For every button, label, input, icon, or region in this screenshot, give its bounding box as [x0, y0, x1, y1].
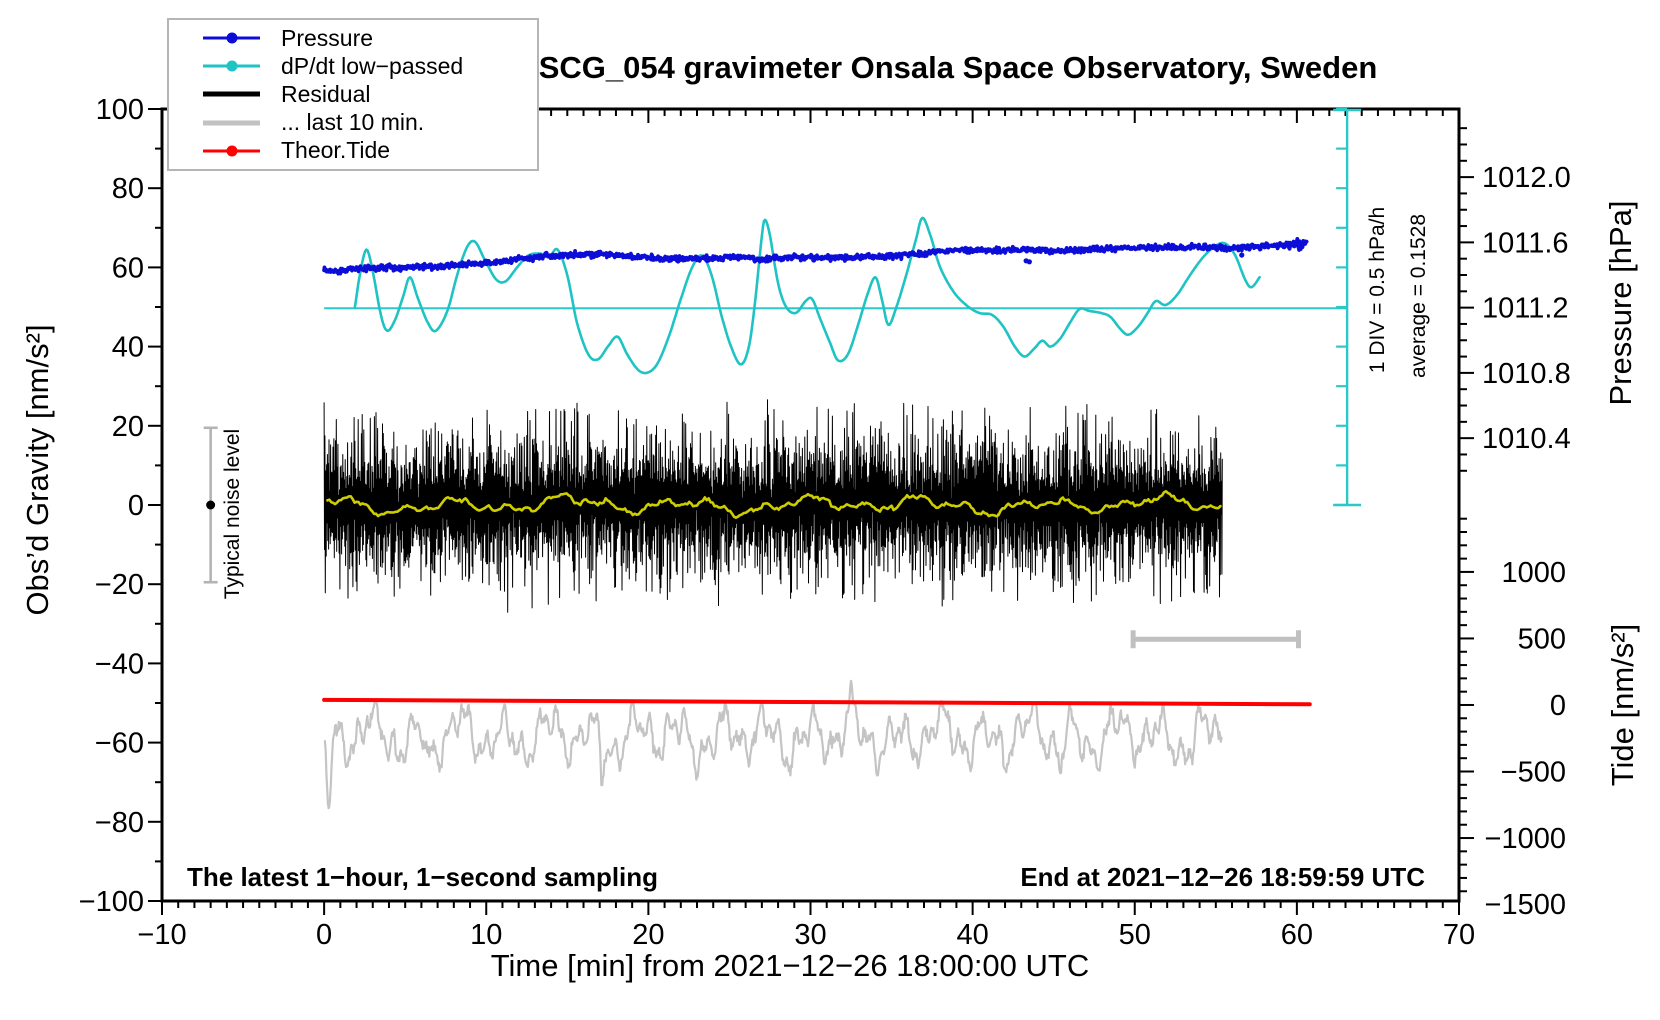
- pressure-line-dot-icon: [203, 31, 260, 45]
- pressure-tick-label: 1011.2: [1482, 293, 1569, 325]
- legend-item-residual: Residual: [169, 80, 537, 108]
- gravity-tick-label: −20: [95, 569, 144, 601]
- legend-item-last10: ... last 10 min.: [169, 109, 537, 137]
- gravity-tick-label: 80: [112, 173, 144, 205]
- x-tick-label: 30: [794, 919, 826, 951]
- legend-item-dpdt: dP/dt low−passed: [169, 52, 537, 80]
- tide-tick-label: 1000: [1501, 557, 1566, 589]
- gravity-tick-label: −40: [95, 648, 144, 680]
- plot-frame: [160, 107, 1461, 903]
- pressure-tick-label: 1011.6: [1482, 227, 1569, 259]
- tide-tick-label: −1500: [1485, 889, 1566, 921]
- pressure-outlier-dot: [1026, 259, 1032, 265]
- tide-tick-label: 0: [1550, 690, 1566, 722]
- residual-line-icon: [203, 87, 260, 101]
- pressure-outlier-dot: [1239, 252, 1245, 258]
- x-axis-title: Time [min] from 2021−12−26 18:00:00 UTC: [490, 948, 1090, 983]
- residual-series: [323, 399, 1223, 613]
- legend-label: ... last 10 min.: [281, 109, 425, 136]
- legend-label: Theor.Tide: [281, 137, 391, 164]
- tide-line-dot-icon: [203, 144, 260, 158]
- x-tick-label: 20: [632, 919, 664, 951]
- annotation-noise-level: Typical noise level: [221, 428, 244, 600]
- gravity-tick-label: −100: [79, 886, 144, 918]
- annotation-average: average = 0.1528: [1407, 213, 1430, 379]
- gravity-tick-label: 60: [112, 252, 144, 284]
- gravity-tick-label: −80: [95, 807, 144, 839]
- y-axis-title-pressure: Pressure [hPa]: [1603, 200, 1638, 406]
- pressure-series: [322, 237, 1309, 276]
- dpdt-series: [353, 216, 1261, 375]
- legend-label: dP/dt low−passed: [281, 52, 464, 79]
- gravity-tick-label: −60: [95, 728, 144, 760]
- residual-smoothed-series: [326, 490, 1222, 519]
- tide-tick-label: −1000: [1485, 823, 1566, 855]
- annotation-end-time: End at 2021−12−26 18:59:59 UTC: [1020, 862, 1425, 892]
- x-tick-label: 40: [956, 919, 988, 951]
- gravity-tick-label: 100: [96, 94, 144, 126]
- legend: Pressure dP/dt low−passed Residual ... l…: [167, 18, 539, 171]
- pressure-tick-label: 1012.0: [1482, 162, 1571, 194]
- gravity-tick-label: 0: [128, 490, 144, 522]
- legend-label: Residual: [281, 80, 371, 107]
- legend-item-tide: Theor.Tide: [169, 137, 537, 165]
- pressure-tick-label: 1010.4: [1482, 423, 1571, 455]
- x-tick-label: 50: [1119, 919, 1151, 951]
- last10-series: [323, 679, 1223, 810]
- y-axis-title-tide: Tide [nm/s²]: [1605, 623, 1640, 787]
- pressure-tick-label: 1010.8: [1482, 358, 1571, 390]
- x-tick-label: 60: [1281, 919, 1313, 951]
- pressure-outlier-dot: [811, 257, 817, 263]
- x-tick-label: 10: [470, 919, 502, 951]
- chart-title: SCG_054 gravimeter Onsala Space Observat…: [538, 50, 1378, 85]
- dpdt-line-dot-icon: [203, 59, 260, 73]
- gravity-tick-label: 20: [112, 411, 144, 443]
- tide-series: [322, 697, 1312, 707]
- x-tick-label: −10: [137, 919, 186, 951]
- noise-level-dot: [206, 500, 216, 510]
- tide-tick-label: 500: [1518, 623, 1566, 655]
- x-tick-label: 0: [316, 919, 332, 951]
- tide-tick-label: −500: [1501, 757, 1566, 789]
- annotation-sampling: The latest 1−hour, 1−second sampling: [187, 862, 659, 892]
- gravity-tick-label: 40: [112, 332, 144, 364]
- last10-line-icon: [203, 116, 260, 130]
- legend-item-pressure: Pressure: [169, 24, 537, 52]
- legend-label: Pressure: [281, 24, 374, 51]
- annotation-div-scale: 1 DIV = 0.5 hPa/h: [1366, 206, 1389, 374]
- y-axis-title-gravity: Obs’d Gravity [nm/s²]: [20, 324, 55, 616]
- x-tick-label: 70: [1443, 919, 1475, 951]
